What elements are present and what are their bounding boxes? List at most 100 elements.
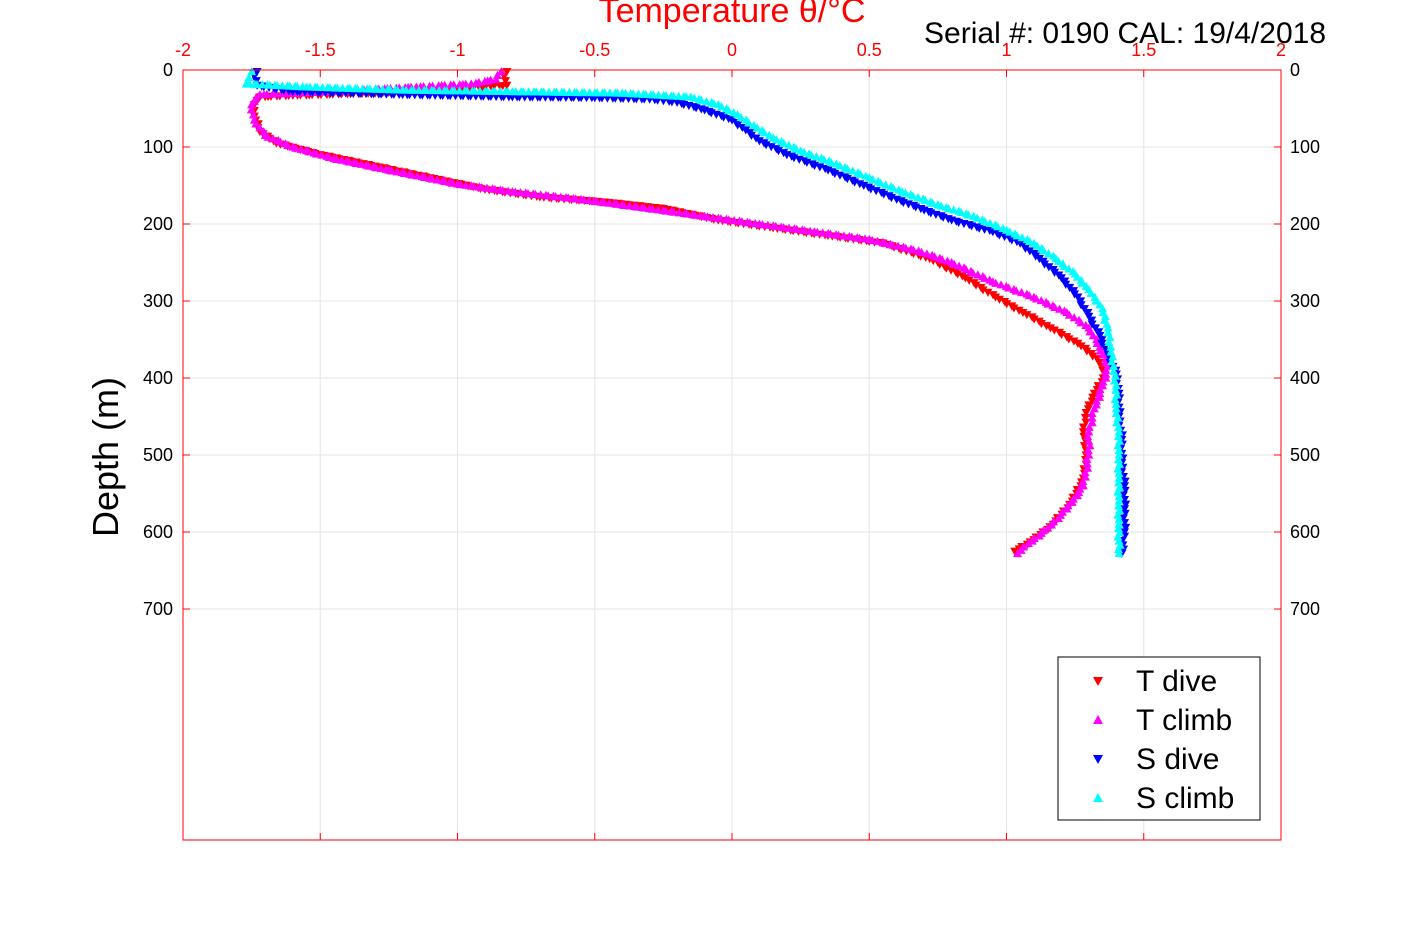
data-point [752, 123, 762, 132]
data-point [432, 175, 442, 184]
data-point [930, 252, 940, 261]
data-point [1077, 278, 1087, 287]
data-point [496, 67, 506, 76]
data-point [771, 221, 781, 230]
data-point [1111, 381, 1121, 390]
data-point [1084, 436, 1094, 445]
data-point [1120, 477, 1130, 486]
data-point [922, 249, 932, 258]
data-point [963, 210, 973, 219]
data-point [1034, 531, 1044, 540]
legend-items: T dive T climb S dive S climb [1093, 665, 1234, 815]
data-point [993, 222, 1003, 231]
data-point [920, 195, 930, 204]
series-t-climb [246, 67, 1113, 558]
data-point [759, 128, 769, 137]
data-point [653, 205, 663, 214]
data-point [480, 77, 490, 86]
legend-marker [1093, 793, 1103, 802]
data-point [1105, 333, 1115, 342]
data-point [1040, 260, 1050, 269]
y-tick-label-right: 500 [1290, 445, 1320, 465]
data-point [251, 119, 261, 128]
x-tick-label: -1 [449, 40, 465, 60]
x-tick-label: 1 [1001, 40, 1011, 60]
data-point [1044, 249, 1054, 258]
data-point [1005, 227, 1015, 236]
data-point [991, 278, 1001, 287]
data-point [648, 204, 658, 213]
data-point [960, 274, 970, 283]
data-point [689, 93, 699, 102]
data-point [842, 164, 852, 173]
data-point [855, 169, 865, 178]
data-point [1055, 304, 1065, 313]
data-point [880, 238, 890, 247]
data-point [1113, 432, 1123, 441]
x-tick-label: 0 [727, 40, 737, 60]
data-point [1073, 491, 1083, 500]
data-point [1078, 423, 1088, 432]
data-point [387, 166, 397, 175]
data-point [848, 166, 858, 175]
data-point [1059, 261, 1069, 270]
data-point [1114, 468, 1124, 478]
y-tick-label-right: 200 [1290, 214, 1320, 234]
y-tick-label-left: 700 [143, 599, 173, 619]
data-point [703, 212, 713, 221]
data-point [994, 295, 1004, 304]
data-point [1050, 268, 1060, 277]
y-tick-label-right: 400 [1290, 368, 1320, 388]
data-point [317, 150, 327, 159]
data-point [1114, 427, 1124, 436]
data-point [1043, 299, 1053, 308]
data-point [501, 77, 511, 86]
data-point [800, 226, 810, 235]
data-point [826, 157, 836, 167]
series-s-climb [241, 67, 1125, 558]
data-point [978, 286, 988, 295]
data-point [1031, 294, 1041, 303]
data-point [708, 212, 718, 222]
data-point [447, 178, 457, 187]
data-point [1012, 231, 1022, 240]
data-point [1036, 319, 1046, 329]
data-point [446, 80, 456, 89]
data-point [792, 224, 802, 233]
data-point [784, 223, 794, 232]
data-point [971, 281, 981, 290]
data-point [1054, 256, 1064, 265]
data-point [255, 123, 265, 132]
legend-label: T climb [1136, 704, 1232, 737]
data-point [729, 215, 739, 225]
data-point [1114, 496, 1124, 505]
y-tick-label-right: 100 [1290, 137, 1320, 157]
legend-label: T dive [1136, 665, 1217, 698]
data-point [461, 180, 471, 189]
data-point [949, 259, 959, 268]
data-point [1023, 539, 1033, 548]
data-point [1080, 413, 1090, 422]
legend-marker [1093, 677, 1103, 686]
data-point [311, 149, 321, 158]
legend-marker [1093, 715, 1103, 724]
data-point [784, 140, 794, 149]
data-point [819, 155, 829, 164]
y-tick-label-right: 0 [1290, 60, 1300, 80]
y-tick-label-left: 400 [143, 368, 173, 388]
data-point [1082, 459, 1092, 468]
data-point [741, 126, 751, 135]
series-t-dive [249, 67, 1110, 556]
data-point [1114, 549, 1124, 558]
data-point [954, 261, 964, 270]
data-point [1113, 501, 1123, 510]
x-tick-label: -2 [175, 40, 191, 60]
data-point [304, 147, 314, 156]
data-point [702, 96, 712, 105]
data-point [1010, 547, 1020, 556]
data-point [247, 67, 257, 76]
data-point [956, 207, 966, 217]
data-point [779, 223, 789, 232]
